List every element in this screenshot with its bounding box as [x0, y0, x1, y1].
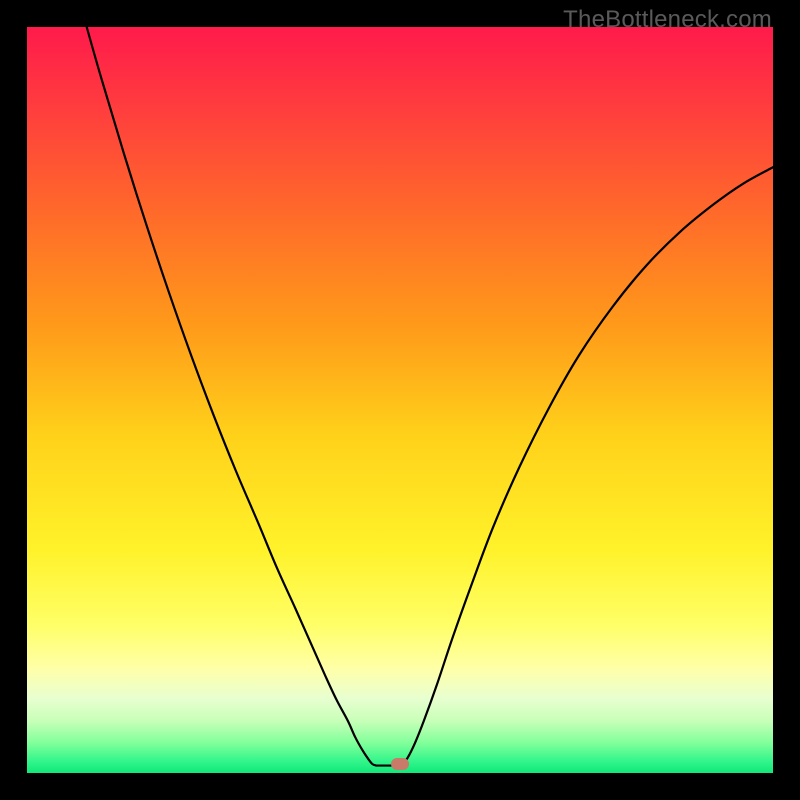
series-right-branch	[401, 167, 773, 765]
series-left-branch	[87, 27, 376, 766]
chart-container: TheBottleneck.com	[0, 0, 800, 800]
watermark-text: TheBottleneck.com	[563, 6, 772, 34]
curve-svg	[27, 27, 773, 773]
plot-area	[27, 27, 773, 773]
valley-marker	[391, 758, 409, 770]
